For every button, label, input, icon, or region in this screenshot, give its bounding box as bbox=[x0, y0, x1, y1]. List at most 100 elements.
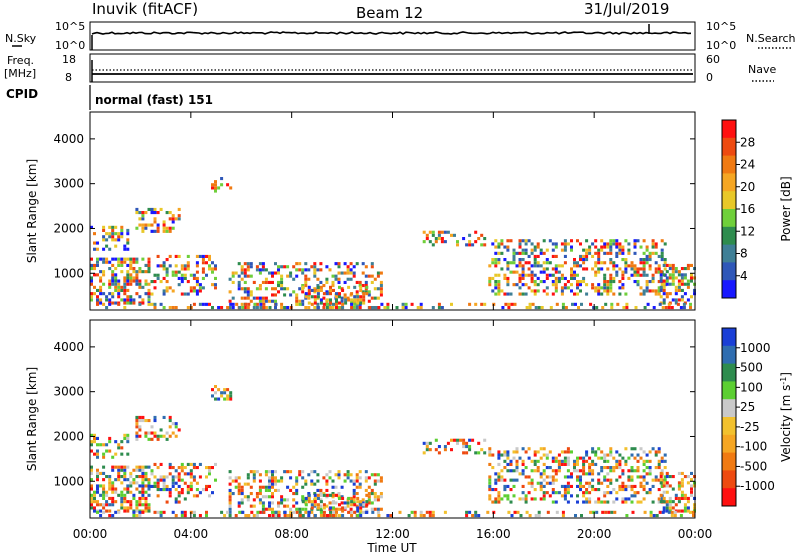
echo-region-10 bbox=[96, 302, 692, 310]
velocity-y-label: Slant Range [km] bbox=[25, 367, 39, 471]
colorbar-tick-label-0: 1000 bbox=[740, 341, 771, 355]
echo-region-6 bbox=[301, 285, 369, 305]
velocity-colorbar-label-end: ] bbox=[779, 372, 793, 377]
freq-tick-high: 18 bbox=[62, 53, 76, 66]
nave-tick-high: 60 bbox=[706, 53, 720, 66]
freq-unit-label: [MHz] bbox=[4, 67, 36, 80]
colorbar-swatch-2 bbox=[722, 155, 736, 174]
echo-region-5 bbox=[228, 470, 383, 518]
nsearch-tick-high: 10^5 bbox=[706, 20, 736, 33]
colorbar-swatch-5 bbox=[722, 417, 736, 436]
cpid-label: CPID bbox=[6, 87, 38, 101]
time-x-axis: 00:00 04:00 08:00 12:00 16:00 20:00 00:00 bbox=[73, 527, 713, 541]
beam-title: Beam 12 bbox=[356, 4, 423, 22]
nsearch-tick-low: 10^0 bbox=[706, 39, 736, 52]
colorbar-tick-label-4: -25 bbox=[740, 420, 760, 434]
power-y-label: Slant Range [km] bbox=[25, 159, 39, 263]
echo-region-3 bbox=[150, 254, 217, 296]
colorbar-swatch-2 bbox=[722, 363, 736, 382]
echo-region-0 bbox=[90, 257, 151, 305]
colorbar-tick-label-6: 28 bbox=[740, 135, 755, 149]
velocity-panel-frame bbox=[89, 319, 696, 519]
colorbar-swatch-3 bbox=[722, 173, 736, 192]
colorbar-swatch-7 bbox=[722, 452, 736, 471]
echo-region-8 bbox=[488, 239, 667, 296]
x-axis-title: Time UT bbox=[366, 541, 417, 554]
echo-region-7 bbox=[422, 438, 487, 455]
echo-region-3 bbox=[150, 462, 217, 504]
velocity-colorbar-label-sup: -1 bbox=[779, 377, 788, 385]
colorbar-tick-label-2: 12 bbox=[740, 224, 755, 238]
y-tick-label-0: 1000 bbox=[53, 474, 84, 488]
date-title: 31/Jul/2019 bbox=[584, 0, 669, 18]
colorbar-swatch-8 bbox=[722, 470, 736, 489]
y-tick-label-1: 2000 bbox=[53, 429, 84, 443]
colorbar-tick-label-5: 24 bbox=[740, 158, 755, 172]
colorbar-tick-label-1: 8 bbox=[740, 247, 748, 261]
colorbar-swatch-6 bbox=[722, 226, 736, 246]
x-tick-label-5: 20:00 bbox=[577, 527, 612, 541]
power-heatmap bbox=[90, 177, 696, 310]
velocity-heatmap bbox=[90, 385, 696, 518]
x-tick-label-0: 00:00 bbox=[73, 527, 108, 541]
echo-region-9 bbox=[659, 471, 696, 513]
y-tick-label-3: 4000 bbox=[53, 340, 84, 354]
freq-tick-low: 8 bbox=[65, 71, 72, 84]
colorbar-swatch-9 bbox=[722, 488, 736, 507]
echo-region-7 bbox=[422, 230, 487, 247]
nsky-trace bbox=[91, 31, 692, 35]
nave-tick-low: 0 bbox=[706, 71, 713, 84]
x-tick-label-6: 00:00 bbox=[678, 527, 713, 541]
x-tick-label-4: 16:00 bbox=[476, 527, 511, 541]
colorbar-tick-label-3: 25 bbox=[740, 400, 755, 414]
colorbar-swatch-1 bbox=[722, 345, 736, 365]
velocity-colorbar: 1000 500 100 25 -25 -100 -500 -1000 bbox=[721, 327, 775, 507]
echo-region-8 bbox=[488, 447, 667, 504]
colorbar-frame bbox=[721, 327, 737, 507]
colorbar-tick-label-1: 500 bbox=[740, 361, 763, 375]
x-tick-label-2: 08:00 bbox=[274, 527, 309, 541]
colorbar-swatch-5 bbox=[722, 209, 736, 228]
colorbar-tick-label-6: -500 bbox=[740, 459, 767, 473]
cpid-text: normal (fast) 151 bbox=[95, 93, 213, 107]
colorbar-tick-label-2: 100 bbox=[740, 380, 763, 394]
power-y-axis: 1000 2000 3000 4000 bbox=[53, 112, 696, 310]
colorbar-swatch-7 bbox=[722, 244, 736, 263]
y-tick-label-2: 3000 bbox=[53, 177, 84, 191]
y-tick-label-1: 2000 bbox=[53, 221, 84, 235]
echo-region-1 bbox=[90, 225, 130, 251]
echo-region-4 bbox=[211, 385, 233, 401]
nsky-label: N.Sky bbox=[5, 32, 37, 45]
echo-region-10 bbox=[96, 510, 695, 518]
echo-region-2 bbox=[135, 207, 181, 233]
echo-region-4 bbox=[211, 177, 233, 193]
station-title: Inuvik (fitACF) bbox=[92, 0, 198, 18]
y-tick-label-3: 4000 bbox=[53, 132, 84, 146]
nsearch-label: N.Search bbox=[746, 32, 796, 45]
colorbar-swatch-0 bbox=[722, 120, 736, 139]
velocity-colorbar-label: Velocity [m s-1] bbox=[779, 372, 793, 462]
nsky-tick-high: 10^5 bbox=[55, 20, 85, 33]
colorbar-swatch-9 bbox=[722, 280, 736, 299]
velocity-y-axis: 1000 2000 3000 4000 bbox=[53, 320, 696, 518]
colorbar-tick-label-4: 20 bbox=[740, 180, 755, 194]
sky-panel-frame bbox=[89, 21, 696, 51]
colorbar-swatch-8 bbox=[722, 262, 736, 281]
echo-region-0 bbox=[90, 465, 151, 513]
echo-region-2 bbox=[135, 415, 181, 441]
freq-label: Freq. bbox=[7, 54, 34, 67]
power-colorbar: 4 8 12 16 20 24 28 bbox=[721, 119, 755, 299]
colorbar-tick-label-0: 4 bbox=[740, 269, 748, 283]
y-tick-label-0: 1000 bbox=[53, 266, 84, 280]
echo-region-9 bbox=[659, 263, 696, 305]
echo-region-1 bbox=[90, 433, 130, 459]
y-tick-label-2: 3000 bbox=[53, 385, 84, 399]
colorbar-swatch-3 bbox=[722, 381, 736, 400]
x-tick-label-1: 04:00 bbox=[174, 527, 209, 541]
nsky-tick-low: 10^0 bbox=[55, 39, 85, 52]
colorbar-swatch-1 bbox=[722, 137, 736, 157]
colorbar-tick-label-7: -1000 bbox=[740, 479, 775, 493]
colorbar-tick-label-3: 16 bbox=[740, 202, 755, 216]
colorbar-tick-label-5: -100 bbox=[740, 440, 767, 454]
